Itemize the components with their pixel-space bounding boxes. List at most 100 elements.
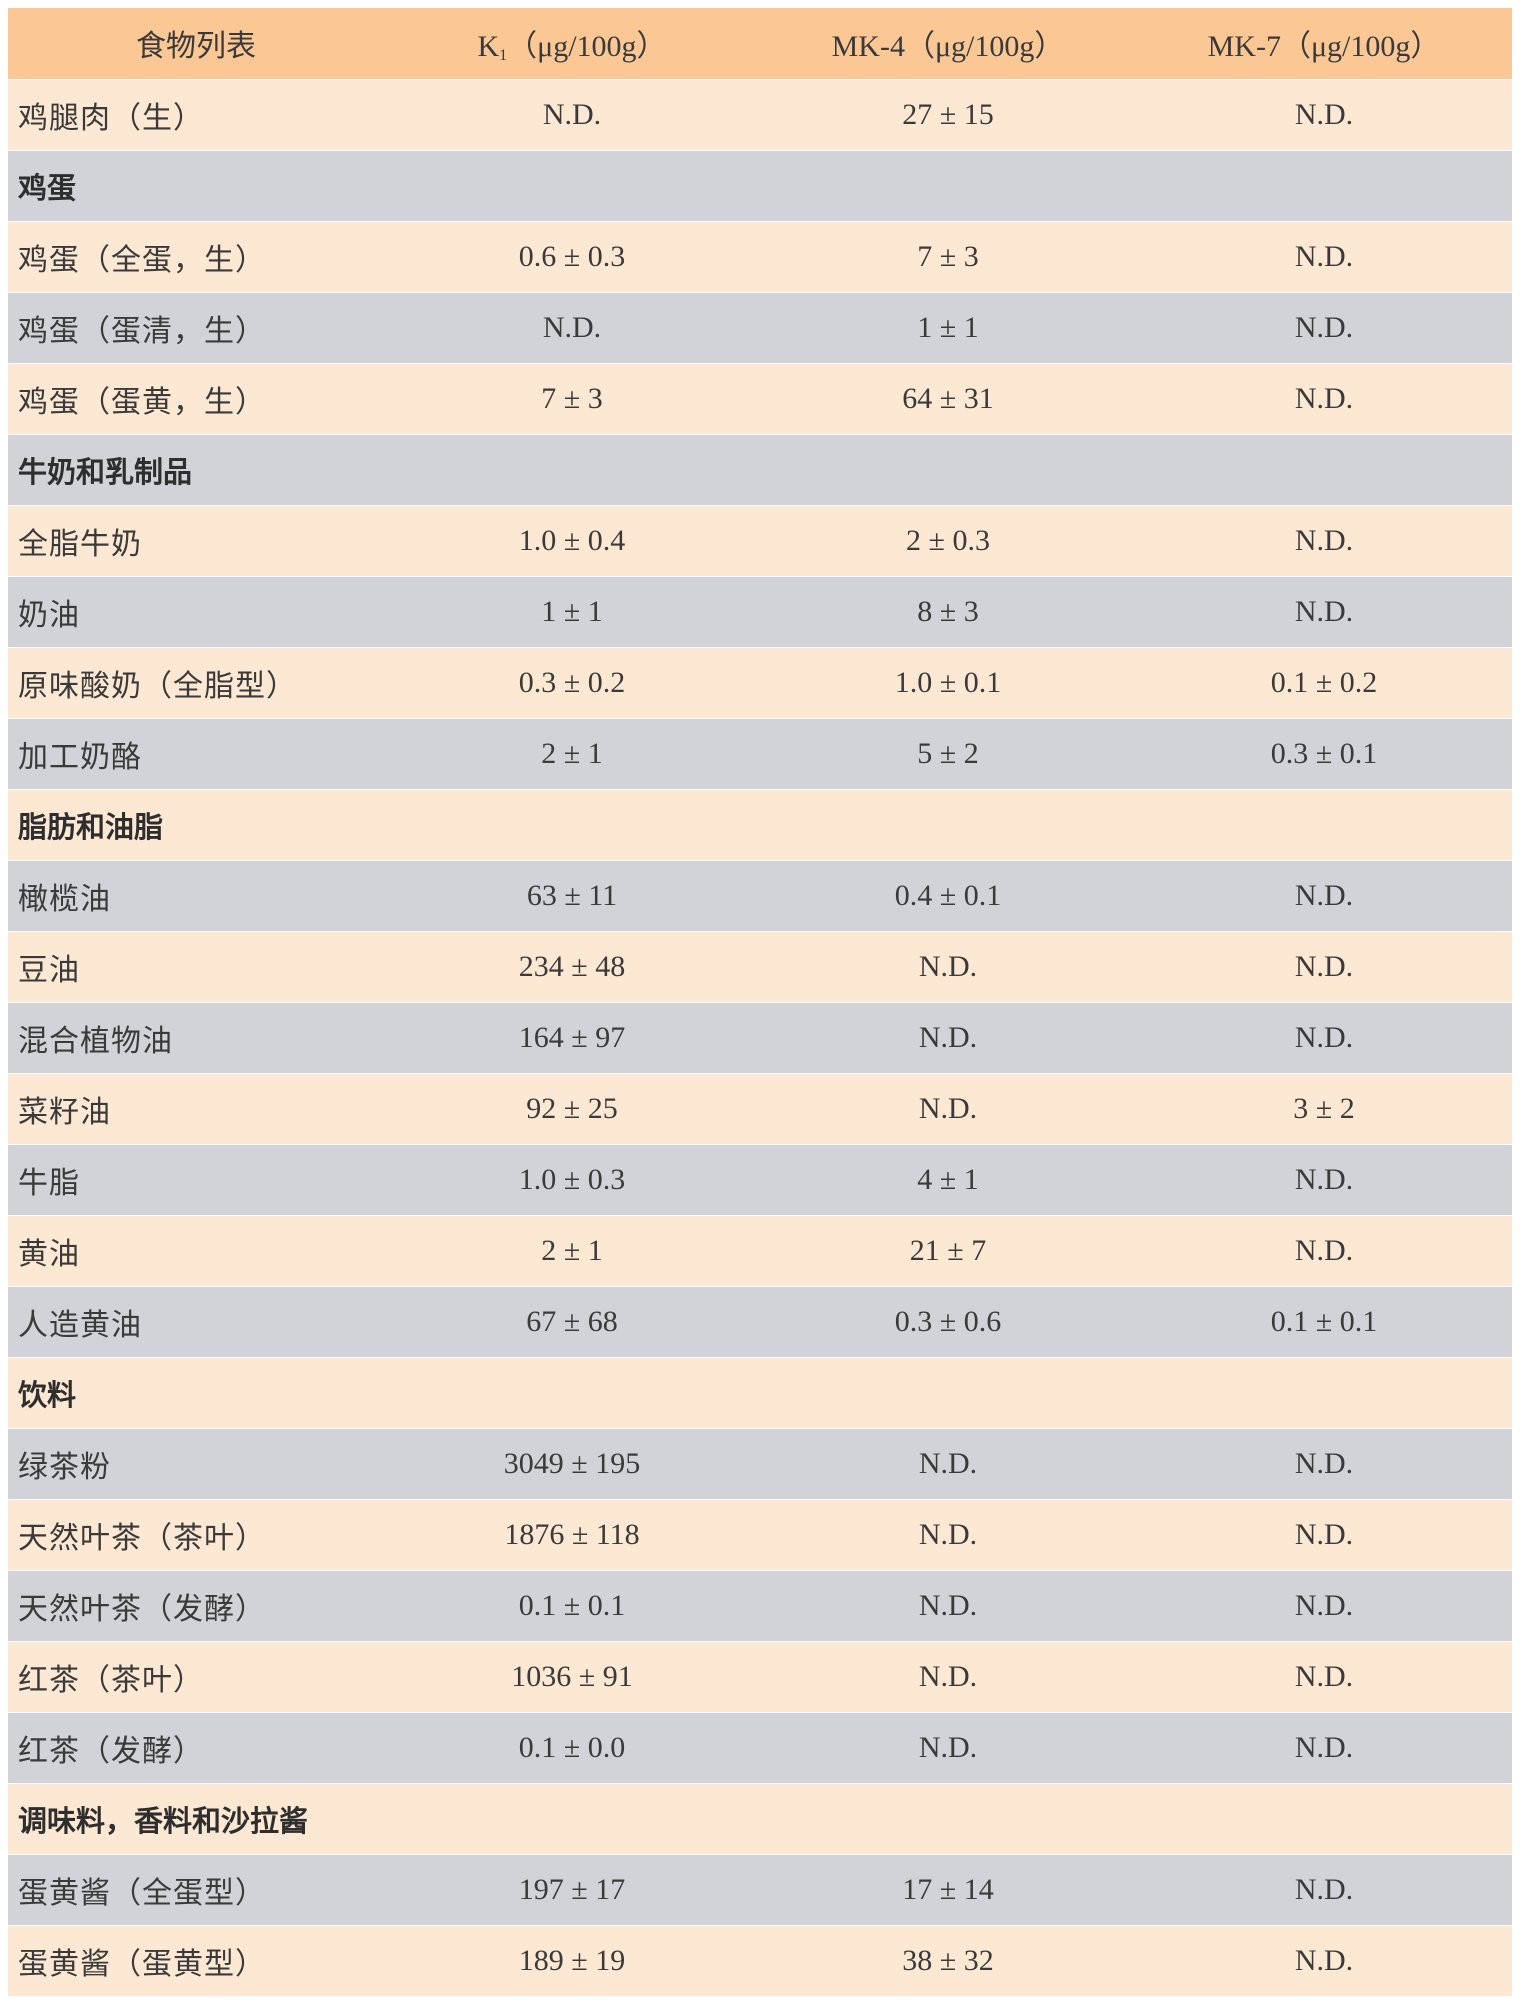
table-row: 豆油 234 ± 48 N.D. N.D. — [8, 931, 1512, 1003]
table-body: 鸡腿肉（生） N.D. 27 ± 15 N.D. 鸡蛋 鸡蛋（全蛋，生） 0.6 ± 0.3… — [8, 79, 1512, 1997]
table-header: 食物列表 K1（μg/100g） MK-4（μg/100g） MK-7（μg/1… — [8, 8, 1512, 80]
mk7-value-cell: N.D. — [1136, 1925, 1512, 1997]
mk4-value-cell: 21 ± 7 — [760, 1215, 1136, 1287]
table-row: 鸡腿肉（生） N.D. 27 ± 15 N.D. — [8, 79, 1512, 151]
k1-value-cell: 164 ± 97 — [384, 1002, 760, 1074]
header-row: 食物列表 K1（μg/100g） MK-4（μg/100g） MK-7（μg/1… — [8, 8, 1512, 80]
food-name-cell: 混合植物油 — [8, 1002, 384, 1074]
section-heading: 脂肪和油脂 — [8, 789, 1512, 861]
section-heading: 鸡蛋 — [8, 150, 1512, 222]
k1-value-cell: 1.0 ± 0.4 — [384, 505, 760, 577]
mk4-value-cell: N.D. — [760, 931, 1136, 1003]
k1-value-cell: 0.1 ± 0.0 — [384, 1712, 760, 1784]
mk4-value-cell: 38 ± 32 — [760, 1925, 1136, 1997]
food-name-cell: 绿茶粉 — [8, 1428, 384, 1500]
food-name-cell: 红茶（发酵） — [8, 1712, 384, 1784]
mk4-value-cell: 4 ± 1 — [760, 1144, 1136, 1216]
table-row: 绿茶粉 3049 ± 195 N.D. N.D. — [8, 1428, 1512, 1500]
mk4-value-cell: 8 ± 3 — [760, 576, 1136, 648]
table-row: 鸡蛋（全蛋，生） 0.6 ± 0.3 7 ± 3 N.D. — [8, 221, 1512, 293]
food-name-cell: 人造黄油 — [8, 1286, 384, 1358]
mk7-value-cell: N.D. — [1136, 1641, 1512, 1713]
mk7-value-cell: N.D. — [1136, 505, 1512, 577]
food-name-cell: 天然叶茶（茶叶） — [8, 1499, 384, 1571]
table-row: 红茶（茶叶） 1036 ± 91 N.D. N.D. — [8, 1641, 1512, 1713]
k1-value-cell: 2 ± 1 — [384, 1215, 760, 1287]
mk4-value-cell: 27 ± 15 — [760, 79, 1136, 151]
food-name-cell: 鸡蛋（蛋黄，生） — [8, 363, 384, 435]
k1-value-cell: 0.6 ± 0.3 — [384, 221, 760, 293]
mk7-value-cell: N.D. — [1136, 1002, 1512, 1074]
food-name-cell: 红茶（茶叶） — [8, 1641, 384, 1713]
mk4-value-cell: 1.0 ± 0.1 — [760, 647, 1136, 719]
mk7-value-cell: N.D. — [1136, 1428, 1512, 1500]
k1-value-cell: 0.1 ± 0.1 — [384, 1570, 760, 1642]
header-k1-subscript: 1 — [499, 47, 508, 65]
section-row: 调味料，香料和沙拉酱 — [8, 1783, 1512, 1855]
k1-value-cell: 1.0 ± 0.3 — [384, 1144, 760, 1216]
mk7-value-cell: N.D. — [1136, 1712, 1512, 1784]
mk4-value-cell: 0.3 ± 0.6 — [760, 1286, 1136, 1358]
k1-value-cell: 1876 ± 118 — [384, 1499, 760, 1571]
table-row: 人造黄油 67 ± 68 0.3 ± 0.6 0.1 ± 0.1 — [8, 1286, 1512, 1358]
food-name-cell: 加工奶酪 — [8, 718, 384, 790]
header-food-list: 食物列表 — [8, 8, 384, 80]
mk4-value-cell: 17 ± 14 — [760, 1854, 1136, 1926]
food-name-cell: 牛脂 — [8, 1144, 384, 1216]
food-name-cell: 鸡蛋（全蛋，生） — [8, 221, 384, 293]
mk7-value-cell: N.D. — [1136, 1570, 1512, 1642]
mk4-value-cell: N.D. — [760, 1641, 1136, 1713]
table-row: 黄油 2 ± 1 21 ± 7 N.D. — [8, 1215, 1512, 1287]
table-row: 橄榄油 63 ± 11 0.4 ± 0.1 N.D. — [8, 860, 1512, 932]
table-row: 混合植物油 164 ± 97 N.D. N.D. — [8, 1002, 1512, 1074]
table-row: 蛋黄酱（蛋黄型） 189 ± 19 38 ± 32 N.D. — [8, 1925, 1512, 1997]
mk4-value-cell: 1 ± 1 — [760, 292, 1136, 364]
table-row: 菜籽油 92 ± 25 N.D. 3 ± 2 — [8, 1073, 1512, 1145]
food-name-cell: 豆油 — [8, 931, 384, 1003]
mk7-value-cell: N.D. — [1136, 363, 1512, 435]
mk4-value-cell: N.D. — [760, 1499, 1136, 1571]
k1-value-cell: 1036 ± 91 — [384, 1641, 760, 1713]
k1-value-cell: 197 ± 17 — [384, 1854, 760, 1926]
k1-value-cell: 1 ± 1 — [384, 576, 760, 648]
table-row: 蛋黄酱（全蛋型） 197 ± 17 17 ± 14 N.D. — [8, 1854, 1512, 1926]
header-k1: K1（μg/100g） — [384, 8, 760, 80]
k1-value-cell: 67 ± 68 — [384, 1286, 760, 1358]
mk4-value-cell: 64 ± 31 — [760, 363, 1136, 435]
table-row: 牛脂 1.0 ± 0.3 4 ± 1 N.D. — [8, 1144, 1512, 1216]
food-name-cell: 全脂牛奶 — [8, 505, 384, 577]
mk7-value-cell: 0.3 ± 0.1 — [1136, 718, 1512, 790]
food-name-cell: 天然叶茶（发酵） — [8, 1570, 384, 1642]
k1-value-cell: 63 ± 11 — [384, 860, 760, 932]
k1-value-cell: 0.3 ± 0.2 — [384, 647, 760, 719]
k1-value-cell: N.D. — [384, 79, 760, 151]
k1-value-cell: 3049 ± 195 — [384, 1428, 760, 1500]
header-mk7: MK-7（μg/100g） — [1136, 8, 1512, 80]
food-name-cell: 蛋黄酱（蛋黄型） — [8, 1925, 384, 1997]
mk4-value-cell: N.D. — [760, 1428, 1136, 1500]
food-name-cell: 原味酸奶（全脂型） — [8, 647, 384, 719]
food-name-cell: 菜籽油 — [8, 1073, 384, 1145]
mk7-value-cell: N.D. — [1136, 292, 1512, 364]
mk7-value-cell: N.D. — [1136, 860, 1512, 932]
table-row: 全脂牛奶 1.0 ± 0.4 2 ± 0.3 N.D. — [8, 505, 1512, 577]
food-name-cell: 奶油 — [8, 576, 384, 648]
table-row: 鸡蛋（蛋黄，生） 7 ± 3 64 ± 31 N.D. — [8, 363, 1512, 435]
mk7-value-cell: N.D. — [1136, 1144, 1512, 1216]
table-row: 天然叶茶（发酵） 0.1 ± 0.1 N.D. N.D. — [8, 1570, 1512, 1642]
mk4-value-cell: 5 ± 2 — [760, 718, 1136, 790]
mk7-value-cell: 0.1 ± 0.2 — [1136, 647, 1512, 719]
section-heading: 饮料 — [8, 1357, 1512, 1429]
header-mk4: MK-4（μg/100g） — [760, 8, 1136, 80]
section-row: 鸡蛋 — [8, 150, 1512, 222]
food-name-cell: 橄榄油 — [8, 860, 384, 932]
mk4-value-cell: N.D. — [760, 1073, 1136, 1145]
vitamin-k-table-container: 食物列表 K1（μg/100g） MK-4（μg/100g） MK-7（μg/1… — [8, 8, 1512, 1997]
food-name-cell: 黄油 — [8, 1215, 384, 1287]
table-row: 原味酸奶（全脂型） 0.3 ± 0.2 1.0 ± 0.1 0.1 ± 0.2 — [8, 647, 1512, 719]
section-heading: 调味料，香料和沙拉酱 — [8, 1783, 1512, 1855]
section-heading: 牛奶和乳制品 — [8, 434, 1512, 506]
header-k1-unit: （μg/100g） — [507, 30, 667, 64]
section-row: 脂肪和油脂 — [8, 789, 1512, 861]
